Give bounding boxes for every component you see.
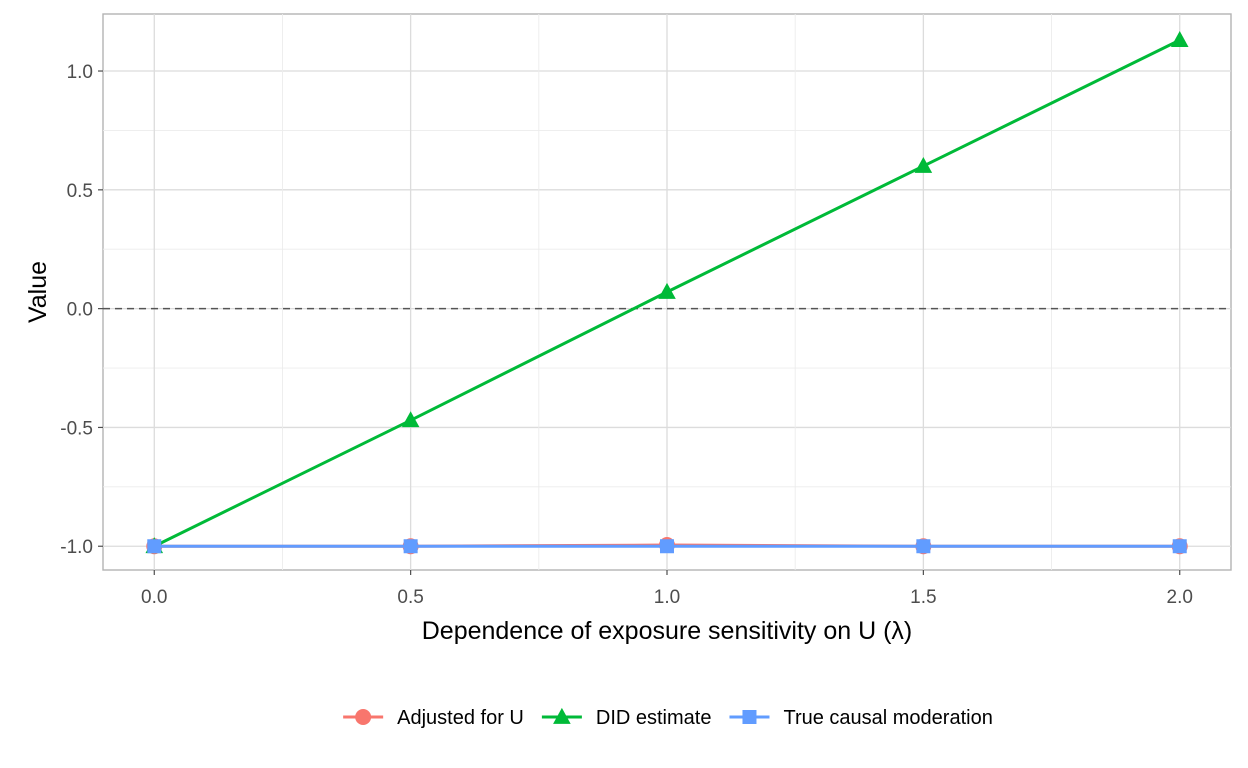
data-point-did-estimate xyxy=(1170,31,1189,47)
y-tick-label: 0.5 xyxy=(67,181,93,202)
y-tick-label: -1.0 xyxy=(60,537,93,558)
data-point-true-causal-moderation xyxy=(1172,539,1187,554)
legend-label: DID estimate xyxy=(596,707,712,729)
series-true-causal-moderation xyxy=(147,539,1187,554)
data-point-true-causal-moderation xyxy=(403,539,418,554)
x-tick-label: 2.0 xyxy=(1167,587,1193,608)
x-axis-title: Dependence of exposure sensitivity on U … xyxy=(422,617,913,645)
y-axis-title: Value xyxy=(24,261,52,323)
legend: Adjusted for U DID estimate True causal mo… xyxy=(343,707,993,729)
data-point-true-causal-moderation xyxy=(660,539,674,554)
x-tick-label: 0.5 xyxy=(397,587,423,608)
data-point-did-estimate xyxy=(914,156,933,173)
legend-item-adjusted-for-u: Adjusted for U xyxy=(343,707,524,729)
y-tick-label: 1.0 xyxy=(67,62,93,83)
legend-key-marker xyxy=(355,709,372,725)
data-point-did-estimate xyxy=(658,282,676,299)
x-tick-label: 1.5 xyxy=(910,587,936,608)
legend-label: True causal moderation xyxy=(783,707,992,729)
legend-item-true-causal-moderation: True causal moderation xyxy=(729,707,993,729)
series-layer xyxy=(145,31,1189,555)
x-tick-label: 0.0 xyxy=(141,587,167,608)
ticks-layer: -1.0 -0.5 0.0 0.5 1.0 0.0 0.5 1.0 1.5 2.0 xyxy=(60,62,1193,608)
legend-key-marker xyxy=(553,707,571,724)
x-tick-label: 1.0 xyxy=(654,587,680,608)
data-point-true-causal-moderation xyxy=(147,539,162,554)
legend-key-marker xyxy=(742,710,757,724)
data-point-true-causal-moderation xyxy=(916,539,931,554)
data-point-did-estimate xyxy=(401,411,420,428)
y-tick-label: -0.5 xyxy=(60,418,93,439)
legend-item-did-estimate: DID estimate xyxy=(541,707,712,729)
y-tick-label: 0.0 xyxy=(67,300,93,321)
legend-label: Adjusted for U xyxy=(397,707,524,729)
